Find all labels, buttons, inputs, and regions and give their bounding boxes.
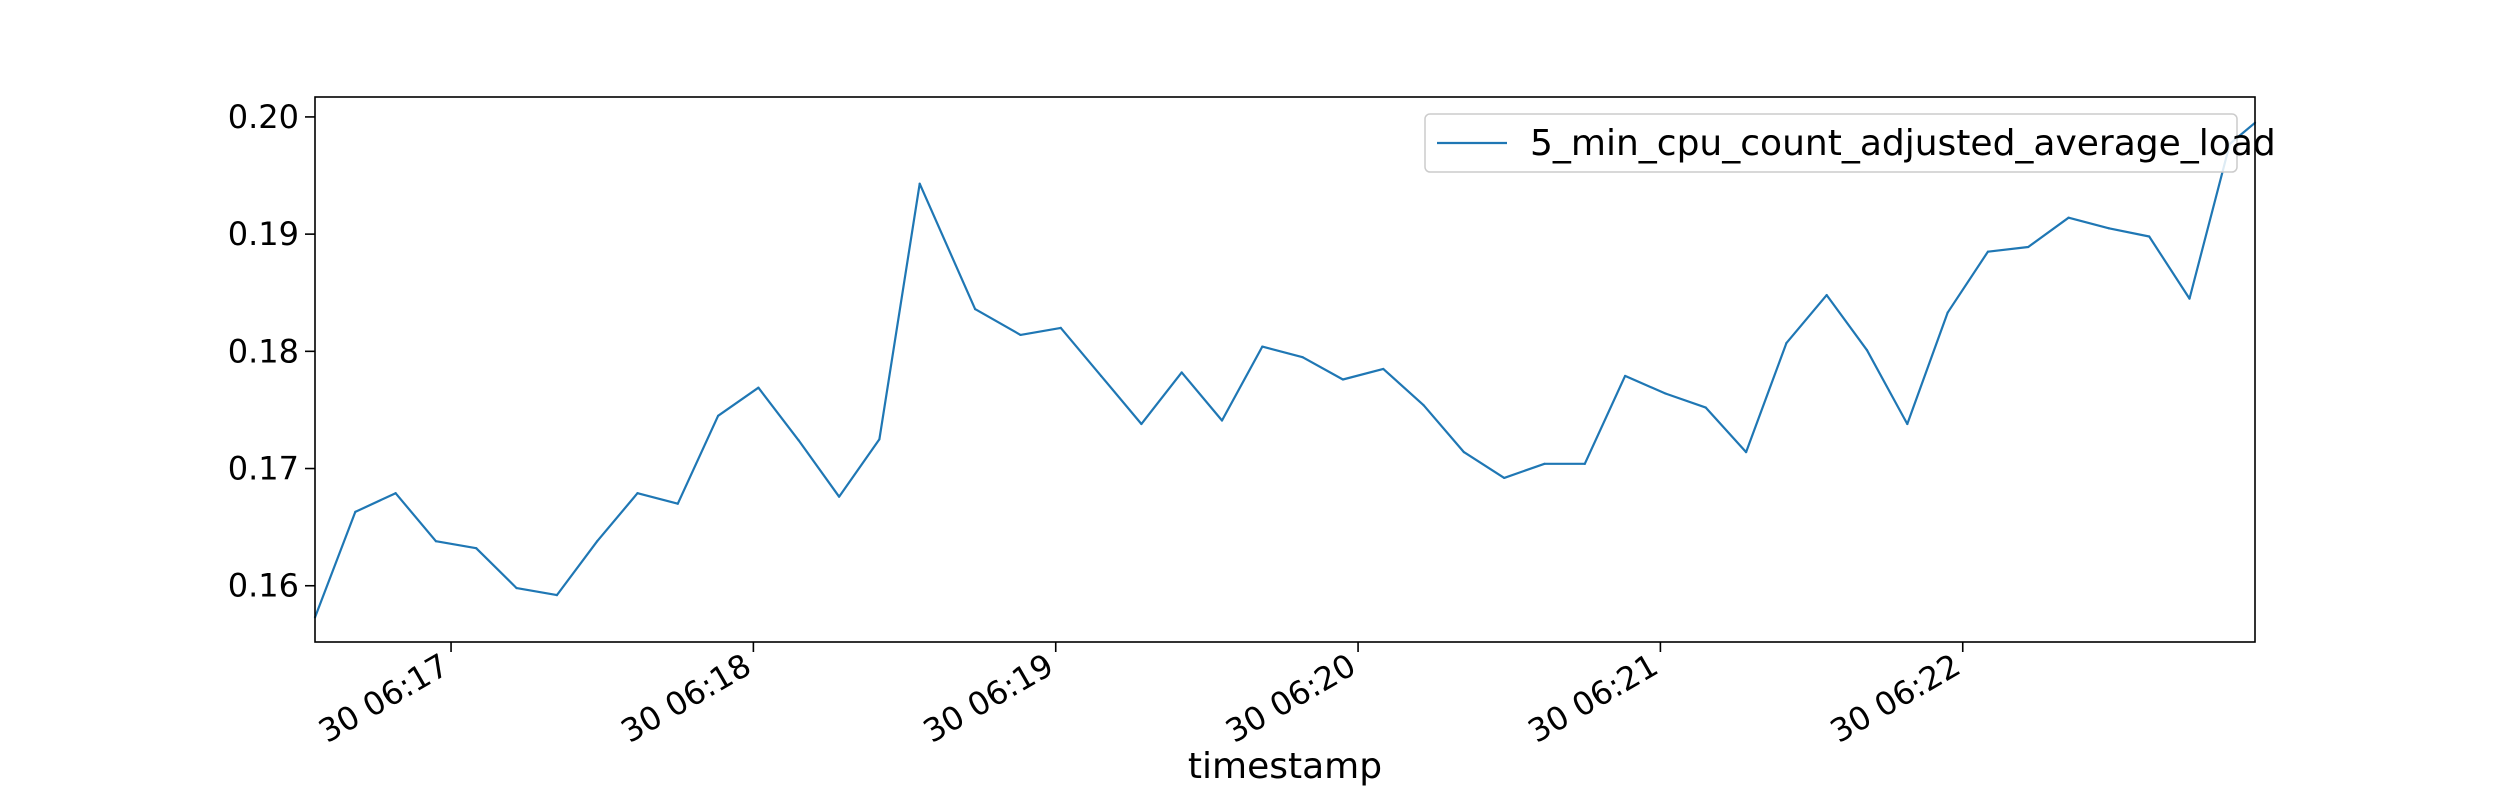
data-point <box>1946 311 1949 314</box>
data-point <box>1744 451 1748 454</box>
data-point <box>1825 293 1828 297</box>
series-layer <box>313 121 2257 619</box>
legend: 5_min_cpu_count_adjusted_average_load <box>1424 113 2276 173</box>
data-point <box>1785 342 1788 345</box>
data-point <box>1543 462 1546 465</box>
data-point <box>475 547 478 550</box>
y-tick-label: 0.18 <box>228 332 299 370</box>
data-point <box>2148 235 2151 238</box>
data-point <box>1906 422 1909 426</box>
data-point <box>1140 422 1143 426</box>
data-point <box>918 182 921 185</box>
data-point <box>974 308 977 311</box>
data-point <box>394 492 397 495</box>
data-point <box>717 414 720 417</box>
data-point <box>878 438 881 441</box>
y-tick-label: 0.16 <box>228 567 299 605</box>
data-point <box>1019 333 1022 337</box>
data-point <box>2107 227 2110 230</box>
data-point <box>837 495 841 498</box>
y-tick-label: 0.17 <box>228 450 299 488</box>
data-point <box>676 502 679 505</box>
data-point <box>1099 374 1103 378</box>
data-point <box>2027 245 2030 249</box>
data-point <box>354 510 357 514</box>
data-point <box>1382 367 1385 371</box>
data-point <box>2188 297 2191 300</box>
data-point <box>434 540 438 543</box>
data-point <box>555 594 558 597</box>
data-point <box>1180 371 1183 374</box>
data-point <box>1704 406 1707 409</box>
data-point <box>596 540 599 543</box>
y-tick-label: 0.19 <box>228 215 299 253</box>
data-point <box>1503 476 1506 480</box>
data-point <box>1624 374 1627 378</box>
data-point <box>1422 404 1425 407</box>
data-point <box>797 439 800 442</box>
data-point <box>1583 462 1586 465</box>
legend-box <box>1424 113 2238 173</box>
x-axis-title: timestamp <box>1188 746 1382 787</box>
data-point <box>2067 216 2070 219</box>
y-tick-label: 0.20 <box>228 98 299 136</box>
data-point <box>1986 250 1990 253</box>
data-point <box>757 386 760 389</box>
data-point <box>515 586 518 590</box>
data-point <box>1341 378 1345 381</box>
data-point <box>636 492 639 495</box>
data-point <box>1462 451 1465 454</box>
data-point <box>1301 356 1304 359</box>
legend-label: 5_min_cpu_count_adjusted_average_load <box>1530 123 2276 164</box>
data-point <box>1220 419 1224 422</box>
y-axis: 0.16 0.17 0.18 0.19 0.20 <box>228 98 315 605</box>
data-point <box>1664 392 1667 395</box>
data-point <box>1261 345 1264 348</box>
data-point <box>1865 349 1869 352</box>
data-point <box>1059 326 1062 329</box>
plot-frame <box>314 96 2256 643</box>
